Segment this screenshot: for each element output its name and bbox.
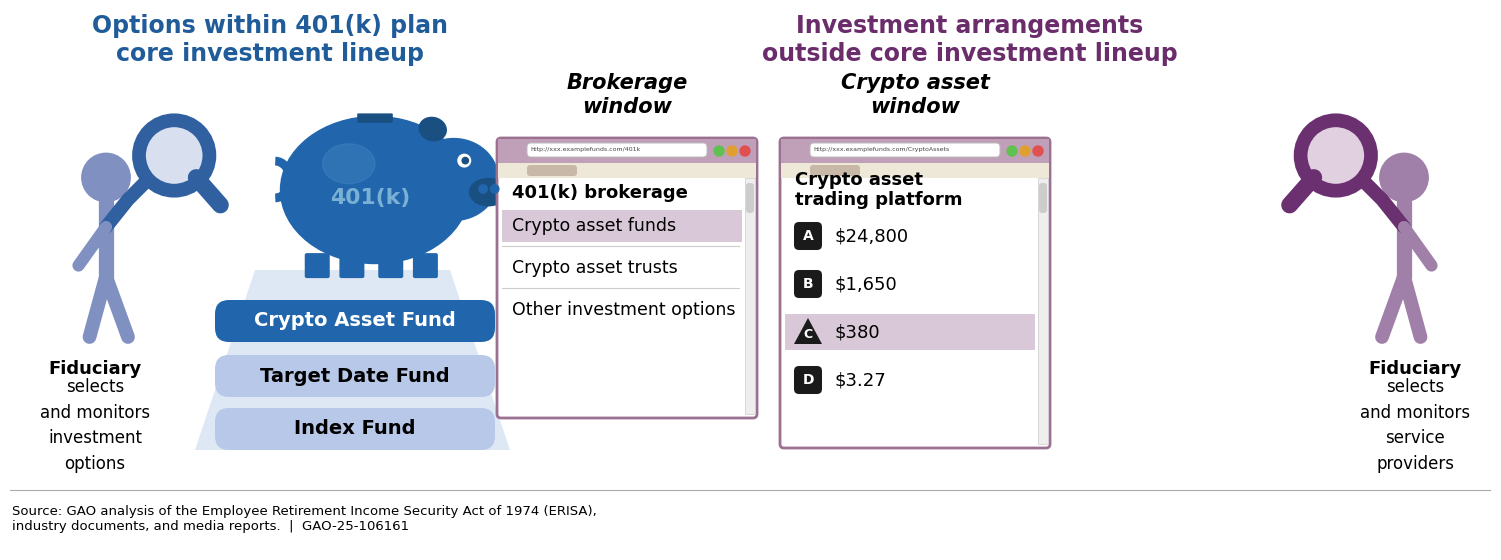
Text: Crypto asset trusts: Crypto asset trusts <box>512 259 678 277</box>
Circle shape <box>140 120 210 191</box>
Text: Source: GAO analysis of the Employee Retirement Income Security Act of 1974 (ERI: Source: GAO analysis of the Employee Ret… <box>12 505 597 533</box>
Text: Fiduciary: Fiduciary <box>1369 360 1462 378</box>
Text: Target Date Fund: Target Date Fund <box>260 366 450 385</box>
FancyBboxPatch shape <box>744 178 755 414</box>
FancyBboxPatch shape <box>794 270 823 298</box>
Text: http://xxx.examplefunds.com/CryptoAssets: http://xxx.examplefunds.com/CryptoAssets <box>814 147 949 152</box>
Circle shape <box>1021 146 1030 156</box>
Circle shape <box>462 157 468 164</box>
FancyBboxPatch shape <box>794 366 823 394</box>
Ellipse shape <box>470 179 507 206</box>
Circle shape <box>491 185 498 193</box>
Circle shape <box>1007 146 1018 156</box>
FancyBboxPatch shape <box>215 408 495 450</box>
Text: B: B <box>803 277 814 291</box>
Text: $380: $380 <box>835 323 881 341</box>
FancyBboxPatch shape <box>497 138 757 418</box>
FancyBboxPatch shape <box>305 253 330 278</box>
FancyBboxPatch shape <box>781 138 1051 448</box>
Text: selects
and monitors
investment
options: selects and monitors investment options <box>41 378 150 473</box>
FancyBboxPatch shape <box>781 163 1049 178</box>
FancyBboxPatch shape <box>501 210 741 242</box>
FancyBboxPatch shape <box>339 253 365 278</box>
FancyBboxPatch shape <box>781 139 1049 163</box>
FancyBboxPatch shape <box>811 143 1000 157</box>
Text: Investment arrangements
outside core investment lineup: Investment arrangements outside core inv… <box>763 14 1178 66</box>
Text: 401(k) brokerage: 401(k) brokerage <box>512 184 687 202</box>
Text: $24,800: $24,800 <box>835 227 910 245</box>
Text: Crypto asset
trading platform: Crypto asset trading platform <box>796 171 962 209</box>
FancyBboxPatch shape <box>1039 178 1048 444</box>
Ellipse shape <box>419 118 446 141</box>
Text: selects
and monitors
service
providers: selects and monitors service providers <box>1360 378 1469 473</box>
Text: $1,650: $1,650 <box>835 275 898 293</box>
FancyBboxPatch shape <box>378 253 404 278</box>
Text: C: C <box>803 329 812 342</box>
Circle shape <box>1300 120 1370 191</box>
FancyBboxPatch shape <box>785 314 1036 350</box>
FancyBboxPatch shape <box>215 355 495 397</box>
Text: Other investment options: Other investment options <box>512 301 735 319</box>
Text: Brokerage
window: Brokerage window <box>566 73 687 116</box>
Text: Crypto asset
window: Crypto asset window <box>841 73 989 116</box>
FancyBboxPatch shape <box>527 165 576 176</box>
Polygon shape <box>794 318 823 344</box>
Text: Crypto asset funds: Crypto asset funds <box>512 217 675 235</box>
Text: Options within 401(k) plan
core investment lineup: Options within 401(k) plan core investme… <box>92 14 447 66</box>
FancyBboxPatch shape <box>413 253 438 278</box>
Ellipse shape <box>323 144 375 184</box>
FancyBboxPatch shape <box>811 165 860 176</box>
Text: $3.27: $3.27 <box>835 371 887 389</box>
Circle shape <box>1379 153 1427 202</box>
FancyBboxPatch shape <box>215 300 495 342</box>
Text: Fiduciary: Fiduciary <box>48 360 141 378</box>
FancyBboxPatch shape <box>746 183 754 213</box>
FancyBboxPatch shape <box>357 113 393 123</box>
Circle shape <box>1033 146 1043 156</box>
Text: Index Fund: Index Fund <box>294 419 416 438</box>
Circle shape <box>458 155 470 167</box>
Circle shape <box>726 146 737 156</box>
Text: Crypto Asset Fund: Crypto Asset Fund <box>254 311 456 330</box>
FancyBboxPatch shape <box>498 163 757 178</box>
Text: A: A <box>803 229 814 243</box>
Text: http://xxx.examplefunds.com/401k: http://xxx.examplefunds.com/401k <box>530 147 641 152</box>
Ellipse shape <box>281 116 470 264</box>
FancyBboxPatch shape <box>794 222 823 250</box>
FancyBboxPatch shape <box>527 143 707 157</box>
Circle shape <box>479 185 488 193</box>
Text: 401(k): 401(k) <box>330 188 410 208</box>
Ellipse shape <box>410 138 498 221</box>
FancyBboxPatch shape <box>1039 183 1048 213</box>
Circle shape <box>740 146 750 156</box>
Text: D: D <box>802 373 814 387</box>
Polygon shape <box>195 270 510 450</box>
Circle shape <box>714 146 723 156</box>
FancyBboxPatch shape <box>498 139 757 163</box>
Circle shape <box>81 153 131 202</box>
